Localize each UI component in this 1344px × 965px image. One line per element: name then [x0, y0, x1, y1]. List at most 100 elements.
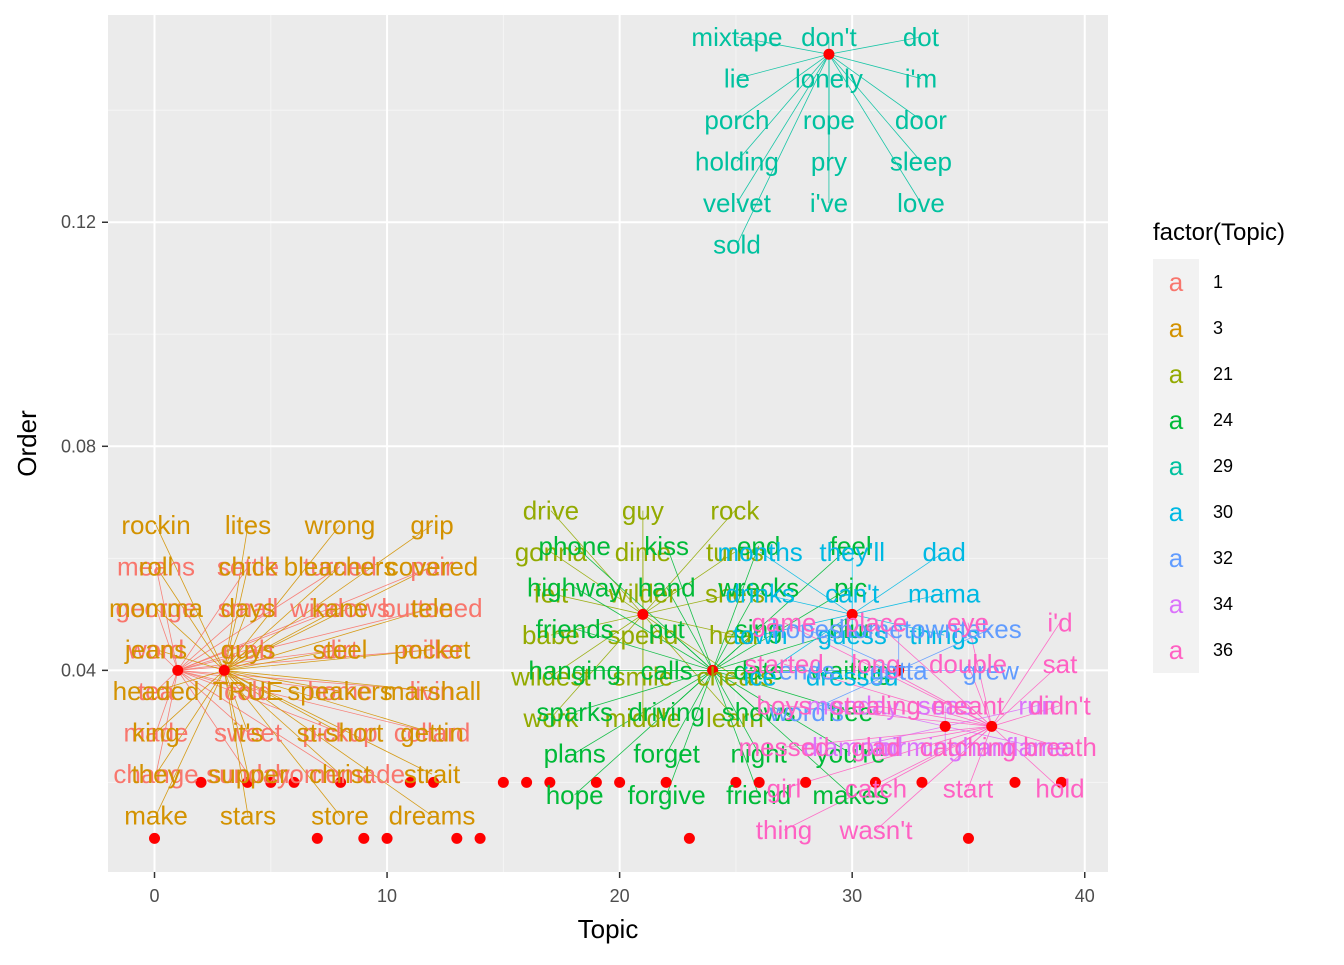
legend-key-glyph: a: [1169, 405, 1184, 435]
word-label-8-13: glad: [851, 732, 900, 762]
word-label-4-14: love: [897, 188, 945, 218]
word-label-8-0: game: [751, 608, 816, 638]
legend-label: 29: [1213, 456, 1233, 476]
label-connector: [783, 622, 992, 727]
label-connector: [550, 614, 644, 677]
word-label-8-15: breath: [1023, 732, 1097, 762]
label-connector: [224, 607, 341, 671]
data-point-19: [614, 776, 626, 788]
label-connector: [991, 725, 1061, 748]
label-connector: [828, 53, 922, 162]
label-connector: [712, 628, 851, 671]
word-label-3-22: night: [730, 738, 787, 768]
word-label-1-19: marshall: [383, 676, 481, 706]
y-tick-label: 0.08: [61, 436, 96, 456]
word-label-8-9: stealing: [831, 691, 921, 721]
word-label-0-11: miller: [401, 635, 463, 665]
label-connector: [223, 524, 341, 671]
label-connector: [574, 628, 713, 671]
word-label-2-5: turns: [706, 537, 764, 567]
word-label-3-14: date: [733, 655, 784, 685]
word-label-8-7: sat: [1043, 649, 1078, 679]
label-connector: [712, 670, 851, 754]
word-label-3-13: calls: [641, 655, 693, 685]
data-point-18: [590, 776, 602, 788]
legend-key-glyph: a: [1169, 451, 1184, 481]
label-connector: [224, 649, 433, 671]
word-label-3-15: waiting: [809, 655, 891, 685]
label-connector: [223, 525, 249, 671]
data-point-25: [753, 776, 765, 788]
label-connector: [642, 510, 736, 615]
word-label-2-0: drive: [523, 496, 579, 526]
label-connector: [155, 524, 225, 671]
word-label-1-8: momma: [109, 593, 203, 623]
data-point-13: [451, 832, 463, 844]
word-label-3-12: hanging: [528, 655, 621, 685]
data-point-14: [474, 832, 486, 844]
word-label-3-4: highway: [527, 572, 622, 602]
label-connector: [550, 510, 644, 615]
word-label-1-10: kane: [312, 593, 368, 623]
word-label-3-0: phone: [538, 531, 610, 561]
label-connector: [223, 670, 249, 775]
data-point-31: [916, 776, 928, 788]
word-label-0-9: crab: [223, 635, 274, 665]
data-point-7: [311, 832, 323, 844]
word-label-0-8: word: [127, 635, 184, 665]
data-point-36: [1055, 776, 1067, 788]
word-label-6-3: ends: [779, 655, 835, 685]
word-label-0-1: settle: [217, 552, 279, 582]
word-label-1-21: it's: [233, 718, 264, 748]
label-connector: [991, 726, 1061, 789]
word-label-1-31: dreams: [389, 801, 476, 831]
label-connector: [736, 36, 830, 55]
data-point-9: [358, 832, 370, 844]
data-point-34: [986, 720, 998, 732]
word-label-1-1: lites: [225, 510, 271, 540]
word-label-0-7: buttoned: [381, 593, 482, 623]
word-label-5-9: ice: [744, 662, 777, 692]
word-label-3-21: forget: [633, 738, 700, 768]
label-connector: [223, 670, 249, 733]
data-point-32: [939, 720, 951, 732]
data-point-6: [288, 776, 300, 788]
x-tick-label: 0: [150, 886, 160, 906]
word-label-1-25: supper: [208, 759, 288, 789]
label-connector: [224, 670, 341, 733]
data-point-5: [265, 776, 277, 788]
label-connector: [806, 628, 899, 671]
word-label-4-2: dot: [903, 22, 940, 52]
word-label-4-6: porch: [704, 105, 769, 135]
word-label-1-20: king: [132, 718, 180, 748]
word-label-8-17: catch: [845, 774, 907, 804]
word-label-0-13: cold: [224, 676, 272, 706]
word-label-3-16: sparks: [536, 697, 613, 727]
word-label-8-10: meant: [932, 691, 1005, 721]
label-connector: [736, 53, 830, 79]
word-label-5-7: guess: [817, 620, 886, 650]
word-label-2-8: she's: [705, 579, 765, 609]
word-label-3-18: shows: [722, 697, 796, 727]
legend-key-glyph: a: [1169, 497, 1184, 527]
label-connector: [783, 663, 992, 727]
x-tick-label: 20: [610, 886, 630, 906]
label-connector: [783, 725, 992, 748]
label-connector: [736, 53, 830, 121]
data-point-24: [730, 776, 742, 788]
word-label-3-2: end: [737, 531, 780, 561]
word-label-6-6: word's: [769, 697, 844, 727]
label-connector: [155, 670, 225, 775]
word-label-2-1: guy: [622, 496, 664, 526]
data-point-17: [544, 776, 556, 788]
word-label-6-4: gotta: [870, 655, 928, 685]
word-label-0-3: pair: [410, 552, 454, 582]
legend: factor(Topic) a 1 a 3 a 21 a 24 a 29 a 30 a 32 a 34 a 36: [1153, 219, 1285, 673]
label-connector: [177, 670, 249, 775]
word-label-4-15: sold: [713, 230, 761, 260]
data-point-26: [800, 776, 812, 788]
word-label-2-11: hear: [709, 620, 761, 650]
label-connector: [574, 670, 713, 754]
label-connector: [177, 607, 433, 671]
label-connector: [224, 566, 433, 671]
